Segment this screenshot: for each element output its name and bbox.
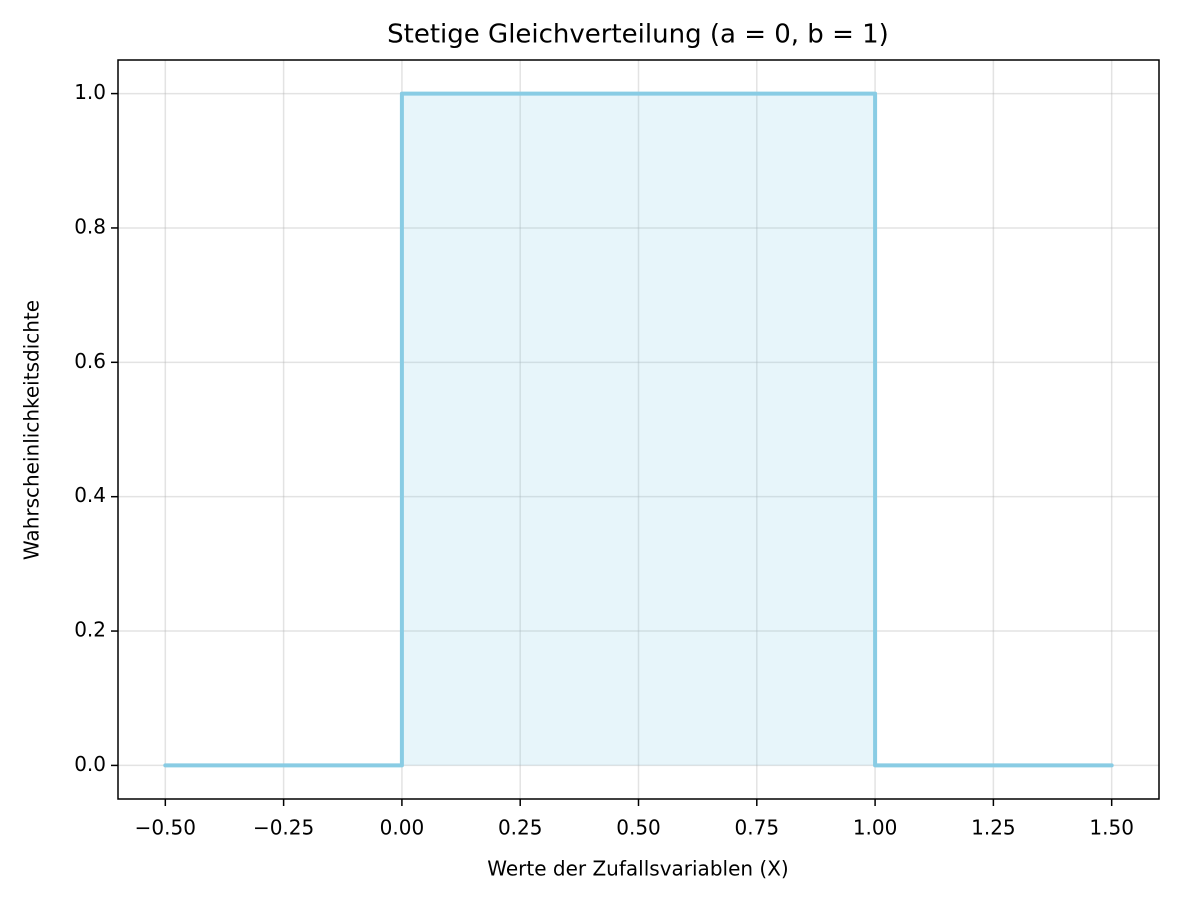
y-tick-label: 0.0 bbox=[74, 752, 106, 776]
x-tick-label: 1.25 bbox=[971, 816, 1016, 840]
y-tick-label: 0.8 bbox=[74, 214, 106, 238]
x-tick-label: 0.50 bbox=[616, 816, 661, 840]
y-tick-label: 0.2 bbox=[74, 618, 106, 642]
y-tick-label: 1.0 bbox=[74, 80, 106, 104]
line bbox=[163, 91, 1114, 768]
area bbox=[165, 93, 1112, 766]
plot-frame bbox=[117, 59, 1160, 800]
y-tick-label: 0.6 bbox=[74, 349, 106, 373]
chart-title: Stetige Gleichverteilung (a = 0, b = 1) bbox=[387, 20, 889, 50]
x-axis-label: Werte der Zufallsvariablen (X) bbox=[487, 857, 788, 881]
x-tick-label: 0.25 bbox=[498, 816, 543, 840]
x-tick-label: 0.75 bbox=[735, 816, 780, 840]
x-tick-label: 1.00 bbox=[853, 816, 898, 840]
x-tick-label: −0.50 bbox=[135, 816, 196, 840]
x-tick-label: −0.25 bbox=[253, 816, 314, 840]
x-tick-label: 0.00 bbox=[380, 816, 425, 840]
y-tick-label: 0.4 bbox=[74, 483, 106, 507]
y-axis-label: Wahrscheinlichkeitsdichte bbox=[20, 300, 44, 560]
x-tick-label: 1.50 bbox=[1089, 816, 1134, 840]
